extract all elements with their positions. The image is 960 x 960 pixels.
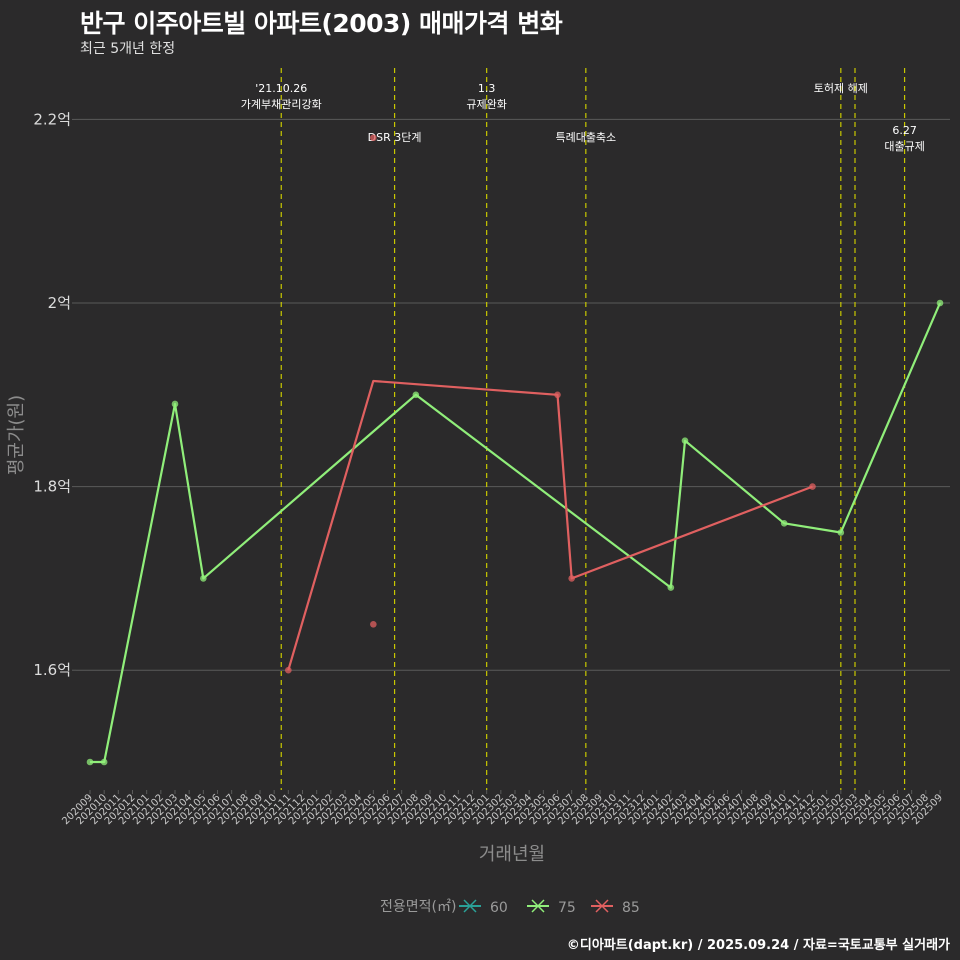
y-tick-label: 1.6억 [33, 661, 71, 679]
legend-key-cross [463, 899, 477, 913]
y-axis-ticks: 1.6억 1.8억 2억 2.2억 [33, 110, 76, 679]
series-85-line [287, 379, 813, 671]
chart-subtitle: 최근 5개년 한정 [80, 41, 176, 57]
series-lines [90, 302, 942, 764]
series-75-point [780, 520, 788, 527]
series-75-line [90, 302, 942, 764]
series-85-point [568, 575, 575, 582]
series-75-point [412, 391, 420, 399]
x-axis-title: 거래년월 [479, 844, 545, 865]
series-75-point [100, 758, 108, 766]
event-label: 가계부채관리강화 [241, 98, 322, 111]
event-label: 규제완화 [466, 98, 506, 111]
legend-key-cross [531, 899, 545, 913]
grid-lines [76, 118, 950, 671]
event-label: 토허제 해제 [814, 81, 868, 95]
x-axis-ticks: 2020092020102020112020122021012021022021… [60, 790, 945, 827]
series-75-point [936, 299, 944, 307]
event-label: 특례대출축소 [555, 131, 616, 144]
legend-label-75: 75 [558, 900, 576, 916]
event-label: 1.3 [478, 82, 496, 95]
series-85-point [285, 666, 292, 674]
legend-title: 전용면적(㎡) [380, 899, 456, 915]
series-85-point [554, 391, 561, 399]
series-points [86, 134, 944, 766]
series-85-point [370, 134, 377, 142]
event-label: DSR 3단계 [368, 131, 422, 144]
series-85-point [809, 483, 816, 490]
series-85-point [370, 621, 377, 628]
legend-label-60: 60 [490, 900, 508, 916]
event-label: '21.10.26 [255, 82, 307, 95]
y-tick-label: 2억 [48, 294, 71, 312]
source-footer: ©디아파트(dapt.kr) / 2025.09.24 / 자료=국토교통부 실… [566, 938, 950, 953]
event-label: 대출규제 [884, 140, 924, 153]
series-75-point [86, 758, 94, 766]
y-axis-title: 평균가(원) [6, 395, 27, 475]
event-label: 6.27 [892, 124, 917, 137]
legend-key-cross [595, 899, 609, 913]
series-75-point [200, 575, 207, 582]
series-75-point [667, 584, 675, 591]
series-75-point [837, 529, 845, 536]
legend: 전용면적(㎡) 60 75 85 [380, 899, 640, 916]
legend-label-85: 85 [622, 900, 640, 916]
y-tick-label: 2.2억 [33, 110, 71, 128]
series-75-point [681, 437, 689, 445]
chart-title: 반구 이주아트빌 아파트(2003) 매매가격 변화 [80, 9, 563, 38]
series-75-point [171, 400, 179, 408]
y-tick-label: 1.8억 [33, 478, 71, 496]
